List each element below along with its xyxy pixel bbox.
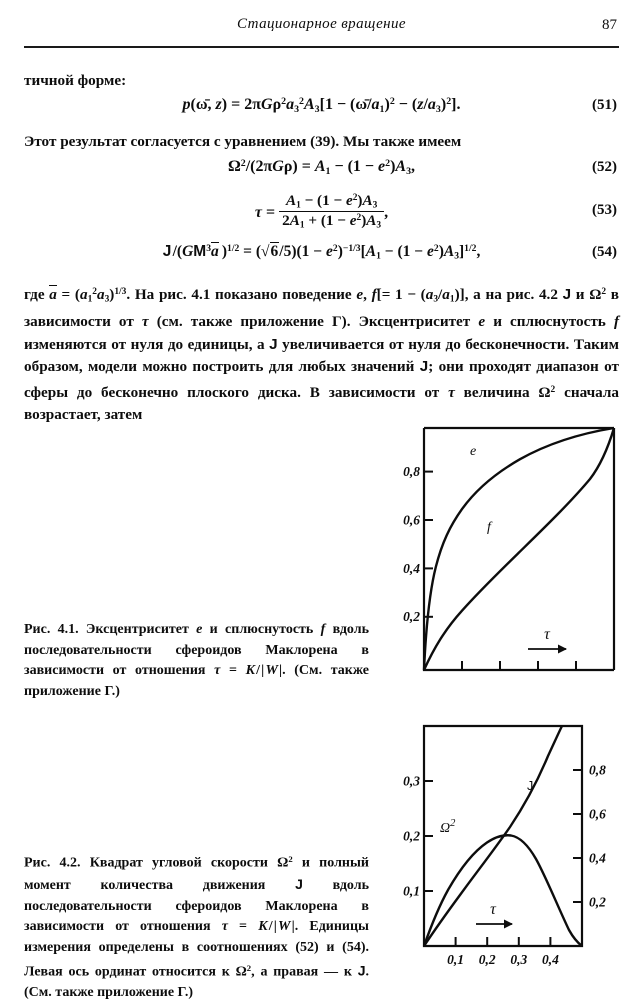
fig1-tau-arrow <box>528 644 567 654</box>
fig1-ytick-3: 0,2 <box>403 609 420 624</box>
fig2-ytick-left-2: 0,1 <box>403 884 420 899</box>
equation-53-number: (53) <box>592 202 617 218</box>
fig2-tau-label: τ <box>490 901 497 918</box>
fig2-ytick-left-0: 0,3 <box>403 774 420 789</box>
figure-2-svg: 0,3 0,2 0,1 0,8 0,6 0,4 0,2 0,1 0,2 0,3 … <box>403 724 606 967</box>
equation-51: p(ω̄, z) = 2πGρ2a32A3[1 − (ω̄/a1)2 − (z/… <box>182 96 461 115</box>
fig2-ytick-left-1: 0,2 <box>403 829 420 844</box>
running-head: Стационарное вращение 87 <box>0 16 643 38</box>
fig2-xtick-0: 0,1 <box>447 952 464 967</box>
fig2-curve-omega2 <box>422 834 583 947</box>
fig1-tau-label: τ <box>544 626 551 643</box>
fig2-curve-j <box>423 725 564 947</box>
figure-2-caption: Рис. 4.2. Квадрат угловой скорости Ω2 и … <box>24 854 369 1000</box>
fig1-ytick-2: 0,4 <box>403 561 420 576</box>
fig1-ytick-1: 0,6 <box>403 512 420 527</box>
fig1-curve-label-f: f <box>487 520 493 535</box>
fig2-ytick-right-3: 0,2 <box>589 895 606 910</box>
running-head-title: Стационарное вращение <box>237 16 406 32</box>
fig2-curve-label-omega2: Ω2 <box>440 818 456 836</box>
figure-1-caption: Рис. 4.1. Эксцентриситет e и сплюснутост… <box>24 622 370 699</box>
equation-53-fraction: A1 − (1 − e2)A3 2A1 + (1 − e2)A3 <box>279 192 385 231</box>
fig1-ytick-0: 0,8 <box>403 464 420 479</box>
main-paragraph: где a = (a12a3)1/3. На рис. 4.1 показано… <box>24 284 620 424</box>
paragraph-after-eq51: Этот результат согласуется с уравнением … <box>24 133 462 150</box>
figure-1-plot: 0,8 0,6 0,4 0,2 0,1 0,2 0,3 0,4 e f τ <box>390 426 640 678</box>
fig1-xtick-2: 0,3 <box>530 675 547 678</box>
lead-line: тичной форме: <box>24 72 127 89</box>
page-number: 87 <box>602 17 617 33</box>
equation-54-number: (54) <box>592 244 617 260</box>
fig1-xtick-3: 0,4 <box>568 675 585 678</box>
fig2-xtick-3: 0,4 <box>542 952 559 967</box>
equation-53: τ = A1 − (1 − e2)A3 2A1 + (1 − e2)A3 , <box>254 192 389 231</box>
fig2-xtick-1: 0,2 <box>479 952 496 967</box>
fig2-xtick-2: 0,3 <box>510 952 527 967</box>
fig2-ytick-right-2: 0,4 <box>589 851 606 866</box>
fig1-curve-label-e: e <box>470 444 476 459</box>
fig2-ytick-right-0: 0,8 <box>589 763 606 778</box>
equation-54: J /(GM3a )1/2 = (√6/5)(1 − e2)−1/3[A1 − … <box>162 242 481 262</box>
fig1-xtick-0: 0,1 <box>454 675 471 678</box>
figure-2-plot: 0,3 0,2 0,1 0,8 0,6 0,4 0,2 0,1 0,2 0,3 … <box>390 722 640 992</box>
figure-1-svg: 0,8 0,6 0,4 0,2 0,1 0,2 0,3 0,4 e f τ <box>403 426 616 678</box>
equation-52-number: (52) <box>592 159 617 175</box>
fig1-curve-e <box>422 426 615 671</box>
fig2-ytick-right-1: 0,6 <box>589 807 606 822</box>
fig2-tau-arrow <box>476 919 513 929</box>
fig2-curve-label-j: J <box>527 779 533 793</box>
equation-52: Ω2/(2πGρ) = A1 − (1 − e2)A3, <box>227 158 416 177</box>
fig1-xtick-1: 0,2 <box>492 675 509 678</box>
header-rule <box>24 46 619 48</box>
equation-51-number: (51) <box>592 97 617 113</box>
fig1-curve-f <box>422 427 616 671</box>
